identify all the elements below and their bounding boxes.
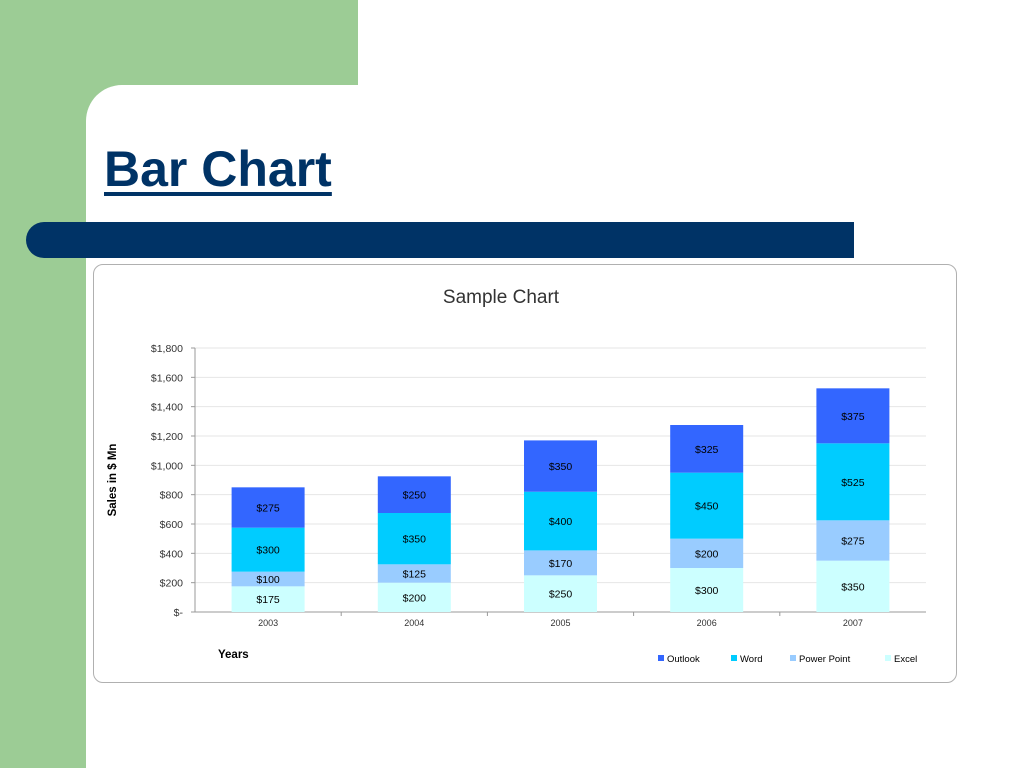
bar-segment-power-point [524,550,597,576]
legend-swatch-excel [885,655,891,661]
bar-segment-excel [670,568,744,612]
chart-title: Sample Chart [443,287,560,308]
legend-swatch-outlook [658,655,664,661]
data-label: $525 [841,477,865,489]
y-tick-label: $1,200 [151,431,183,443]
y-tick-label: $800 [160,490,184,502]
bar-segment-outlook [816,388,890,444]
y-tick-label: $- [174,607,184,619]
bar-segment-excel [231,586,305,612]
bar-segment-word [231,527,305,572]
legend-label: Outlook [667,654,700,665]
title-divider-bar [26,222,854,258]
data-label: $250 [403,490,427,502]
data-label: $175 [256,594,280,606]
data-label: $400 [549,516,573,528]
y-tick-label: $400 [160,548,184,560]
data-label: $170 [549,558,573,570]
bar-segment-word [377,513,451,565]
bar-segment-word [524,491,597,551]
y-tick-label: $600 [160,519,184,531]
legend-label: Excel [894,654,917,665]
data-label: $350 [841,581,865,593]
y-tick-label: $1,800 [151,343,183,355]
data-label: $100 [256,574,280,586]
x-tick-label: 2006 [697,618,717,628]
data-label: $350 [549,461,573,473]
x-tick-label: 2004 [404,618,424,628]
bar-segment-power-point [231,571,305,587]
data-label: $300 [256,545,280,557]
bar-segment-word [670,472,744,539]
data-label: $275 [256,503,280,515]
y-tick-label: $1,000 [151,460,183,472]
data-label: $200 [403,592,427,604]
bar-segment-excel [377,582,451,612]
bar-segment-excel [524,575,597,612]
legend-swatch-word [731,655,737,661]
x-tick-label: 2005 [550,618,570,628]
y-tick-label: $1,400 [151,402,183,414]
data-label: $125 [403,569,427,581]
bar-segment-outlook [377,476,451,513]
bar-segment-power-point [377,564,451,583]
legend-label: Word [740,654,763,665]
data-label: $325 [695,444,719,456]
bar-segment-outlook [670,425,744,473]
bar-segment-power-point [670,538,744,568]
data-label: $250 [549,589,573,601]
data-label: $300 [695,585,719,597]
data-label: $200 [695,548,719,560]
y-tick-label: $200 [160,578,184,590]
data-label: $350 [403,534,427,546]
bar-segment-excel [816,560,890,612]
legend-swatch-power-point [790,655,796,661]
stacked-bar-chart: Sample Chart $- $200 $400 $600 $800 $1,000 $1,2… [107,287,926,665]
x-tick-label: 2007 [843,618,863,628]
data-label: $275 [841,536,865,548]
data-label: $375 [841,411,865,423]
chart-frame: Sample Chart $- $200 $400 $600 $800 $1,000 $1,2… [93,264,957,683]
y-axis-title: Sales in $ Mn [107,444,119,517]
x-tick-label: 2003 [258,618,278,628]
x-axis-title: Years [218,649,249,661]
bar-segment-power-point [816,520,890,561]
bar-segment-outlook [524,440,597,492]
legend-label: Power Point [799,654,851,665]
slide-title: Bar Chart [104,141,332,197]
bar-segment-word [816,443,890,521]
bar-segment-outlook [231,487,305,528]
data-label: $450 [695,501,719,513]
y-tick-label: $1,600 [151,372,183,384]
